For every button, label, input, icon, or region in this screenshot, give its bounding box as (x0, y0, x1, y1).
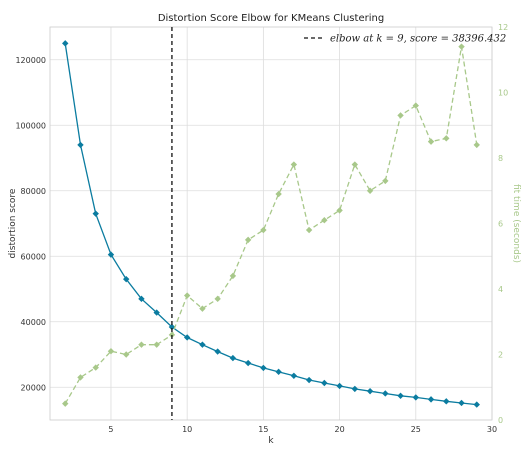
series-1-point (458, 399, 465, 407)
series-1-point (107, 251, 115, 258)
y-tick-label: 60000 (21, 252, 46, 261)
series-1-point (366, 387, 374, 395)
y2-axis-label: fit time (seconds) (511, 184, 521, 263)
y-tick-label: 80000 (21, 187, 46, 196)
series-2-point (412, 102, 419, 109)
x-axis-label: k (268, 436, 274, 446)
series-2-point (366, 187, 374, 194)
series-layer (62, 27, 480, 420)
series-2-point (107, 348, 115, 355)
legend: elbow at k = 9, score = 38396.432 (304, 34, 506, 45)
series-1-point (290, 372, 298, 379)
series-1-point (351, 385, 359, 393)
series-2-point (62, 400, 69, 407)
series-2-point (153, 341, 160, 348)
y2-tick-label: 10 (498, 89, 508, 98)
series-2-point (260, 226, 267, 234)
series-2-point (183, 292, 191, 299)
series-1-point (244, 359, 252, 367)
x-tick-label: 25 (411, 425, 421, 434)
series-1-point (336, 382, 343, 390)
series-1-point (260, 364, 267, 372)
series-1-point (427, 396, 435, 403)
series-2-point (123, 351, 130, 358)
series-2-point (397, 112, 404, 119)
series-2-point (473, 141, 480, 149)
y2-tick-label: 2 (498, 351, 503, 360)
series-1-point (397, 392, 404, 399)
x-tick-label: 10 (182, 425, 192, 434)
series-1-point (473, 401, 480, 408)
x-tick-label: 30 (487, 425, 497, 434)
series-2-point (351, 161, 359, 168)
y-tick-label: 20000 (21, 383, 46, 392)
series-1-point (62, 40, 69, 47)
series-2-point (458, 43, 465, 50)
x-tick-label: 20 (334, 425, 344, 434)
series-1-point (321, 379, 328, 387)
x-tick-label: 5 (108, 425, 113, 434)
series-1-point (92, 210, 99, 217)
series-1-point (199, 341, 206, 348)
series-2-point (336, 207, 343, 214)
series-1-point (138, 295, 145, 303)
series-1-point (153, 309, 160, 316)
series-1-point (275, 368, 282, 376)
series-1-point (214, 348, 221, 355)
y2-tick-label: 8 (498, 154, 503, 163)
y-axis-label: distortion score (8, 188, 18, 258)
y-tick-label: 120000 (15, 56, 46, 65)
series-1-point (305, 376, 313, 384)
series-2-point (138, 341, 145, 348)
plot-background (50, 27, 492, 420)
series-2-point (321, 217, 328, 224)
series-1-point (443, 398, 450, 405)
series-1-point (412, 394, 419, 401)
y-tick-label: 40000 (21, 318, 46, 327)
series-2-point (290, 161, 298, 168)
series-1-point (168, 323, 176, 331)
series-2-point (214, 295, 221, 303)
legend-elbow-label: elbow at k = 9, score = 38396.432 (330, 34, 506, 45)
series-2-point (168, 331, 176, 339)
y-tick-label: 100000 (15, 121, 46, 130)
series-2-point (382, 177, 389, 185)
series-2-point (275, 190, 282, 198)
series-2-point (427, 138, 435, 145)
series-line-2 (64, 46, 478, 404)
series-2-point (443, 135, 450, 142)
y2-tick-label: 4 (498, 285, 503, 294)
x-tick-label: 15 (258, 425, 268, 434)
series-2-point (229, 272, 237, 280)
series-2-point (305, 226, 313, 234)
y2-tick-label: 0 (498, 416, 503, 425)
series-line-1 (64, 43, 477, 406)
series-1-point (123, 275, 130, 283)
plot-frame (49, 26, 493, 421)
chart-title: Distortion Score Elbow for KMeans Cluste… (158, 13, 384, 24)
series-1-point (229, 354, 237, 362)
series-1-point (77, 141, 84, 149)
series-1-point (382, 390, 389, 397)
y2-tick-label: 12 (498, 23, 508, 32)
series-2-point (244, 236, 252, 244)
series-1-point (183, 334, 191, 341)
axes: 5 10 15 20 25 3020000400006000080000100000120… (15, 23, 508, 434)
series-2-point (199, 305, 206, 312)
y2-tick-label: 6 (498, 220, 503, 229)
series-2-point (92, 364, 99, 371)
series-2-point (77, 374, 84, 381)
